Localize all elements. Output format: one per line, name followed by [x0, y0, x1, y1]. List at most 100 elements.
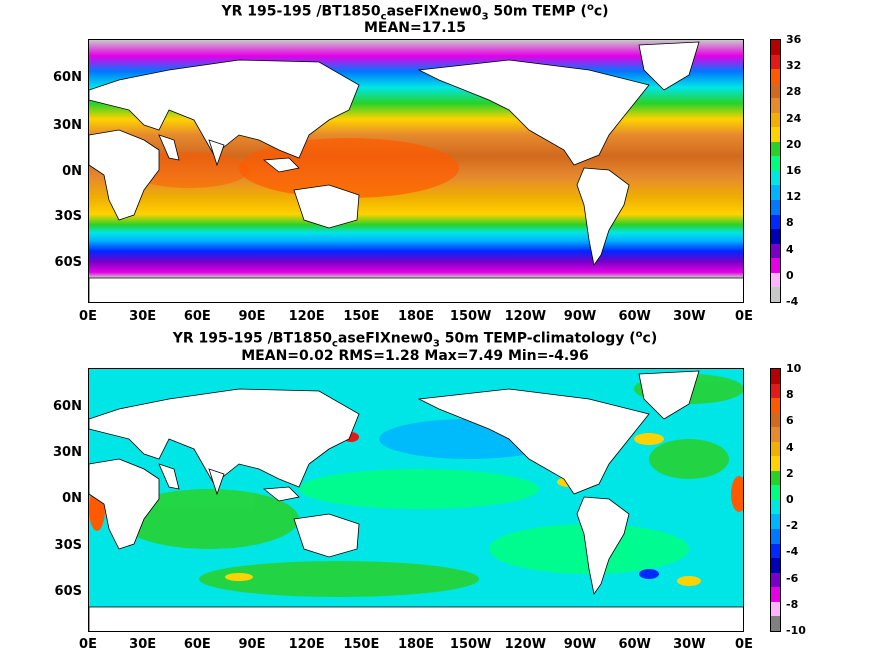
panel2-colorbar-swatch [771, 456, 780, 471]
panel2-xtick-11: 30W [673, 637, 706, 652]
panel2-colorbar-swatch [771, 369, 780, 384]
panel1-colorbar-swatch [771, 127, 780, 142]
panel2-map-graphic [89, 369, 743, 631]
panel1-colorbar-swatch [771, 170, 780, 186]
panel2-xtick-2: 60E [183, 637, 211, 652]
panel2-xtick-7: 150W [449, 637, 492, 652]
panel2-ytick-60N: 60N [53, 399, 82, 414]
panel1-stats: MEAN=17.15 [363, 20, 467, 36]
panel1-colorbar [770, 39, 781, 303]
panel2-colorbar-label-2: 6 [786, 414, 794, 428]
panel2-xtick-3: 90E [238, 637, 266, 652]
panel2-colorbar-swatch [771, 514, 780, 530]
panel1-colorbar-swatch [771, 141, 780, 157]
panel1-title: YR 195-195 /BT1850caseFIXnew03 50m TEMP … [221, 2, 609, 23]
panel1-ytick-30N: 30N [53, 118, 82, 133]
panel1-colorbar-swatch [771, 69, 780, 84]
panel1-ytick-60S: 60S [54, 255, 82, 270]
panel2-colorbar-swatch [771, 485, 780, 500]
panel2-colorbar-label-6: -2 [786, 519, 799, 533]
panel2-xtick-6: 180E [397, 637, 435, 652]
panel2-colorbar-swatch [771, 572, 780, 588]
panel1-colorbar-swatch [771, 214, 780, 230]
panel2-title: YR 195-195 /BT1850caseFIXnew03 50m TEMP-… [172, 329, 658, 350]
panel1-colorbar-label-10: -4 [786, 295, 799, 308]
panel1-xtick-10: 60W [618, 309, 651, 324]
panel2-colorbar-label-9: -8 [786, 597, 799, 611]
panel2-colorbar-swatch [771, 412, 780, 428]
panel1-colorbar-label-6: 12 [786, 190, 802, 204]
panel2-xtick-0: 0E [79, 637, 97, 652]
panel1-colorbar-label-2: 28 [786, 85, 802, 99]
panel1-xtick-11: 30W [673, 309, 706, 324]
panel2-ytick-0N: 0N [62, 491, 82, 506]
panel2-colorbar-swatch [771, 398, 780, 413]
panel2-colorbar-swatch [771, 383, 780, 399]
panel1-map [88, 39, 744, 303]
panel2-colorbar-swatch [771, 529, 780, 544]
panel1-xtick-8: 120W [504, 309, 547, 324]
panel1-colorbar-label-1: 32 [786, 59, 802, 73]
panel1-xtick-4: 120E [288, 309, 325, 324]
panel2-colorbar-swatch [771, 427, 780, 442]
panel2-ytick-30S: 30S [54, 538, 82, 553]
panel2-colorbar-swatch [771, 587, 780, 602]
panel2-colorbar-label-4: 2 [786, 466, 794, 480]
panel1-colorbar-label-4: 20 [786, 137, 802, 151]
panel2-colorbar-label-0: 10 [786, 362, 802, 375]
panel1-xtick-12: 0E [735, 309, 753, 324]
panel1-xtick-7: 150W [449, 309, 492, 324]
panel1-xtick-9: 90W [563, 309, 597, 324]
panel2-colorbar-swatch [771, 499, 780, 515]
panel1-colorbar-swatch [771, 287, 780, 302]
panel2-ytick-60S: 60S [54, 584, 82, 599]
panel2-xtick-12: 0E [735, 637, 753, 652]
panel2-ytick-30N: 30N [53, 445, 82, 460]
panel1-map-graphic [89, 40, 743, 302]
panel1-colorbar-swatch [771, 40, 780, 55]
panel2-map [88, 368, 744, 632]
panel2-xtick-4: 120E [288, 637, 325, 652]
panel2-xtick-5: 150E [343, 637, 380, 652]
panel1-colorbar-swatch [771, 272, 780, 288]
panel1-colorbar-label-0: 36 [786, 33, 802, 46]
panel2-colorbar-label-7: -4 [786, 545, 799, 559]
panel1-colorbar-swatch [771, 200, 780, 215]
panel2-stats: MEAN=0.02 RMS=1.28 Max=7.49 Min=-4.96 [241, 348, 589, 364]
panel1-land [89, 41, 743, 302]
panel1-xtick-0: 0E [79, 309, 97, 324]
panel1-colorbar-swatch [771, 185, 780, 201]
panel1-ytick-0N: 0N [62, 164, 82, 179]
panel2-colorbar-swatch [771, 616, 780, 631]
panel1-colorbar-swatch [771, 83, 780, 99]
panel1-colorbar-swatch [771, 98, 780, 113]
panel1-colorbar-swatch [771, 229, 780, 244]
panel2-xtick-10: 60W [618, 637, 651, 652]
panel2-colorbar-label-8: -6 [786, 571, 799, 585]
panel1-colorbar-label-7: 8 [786, 216, 794, 230]
panel1-ytick-60N: 60N [53, 70, 82, 85]
panel2-colorbar-label-1: 8 [786, 388, 794, 402]
panel1-xtick-2: 60E [183, 309, 211, 324]
panel1-colorbar-swatch [771, 54, 780, 70]
panel2-colorbar-swatch [771, 470, 780, 486]
panel1-ytick-30S: 30S [54, 209, 82, 224]
panel2-colorbar [770, 368, 781, 632]
panel2-colorbar-label-5: 0 [786, 493, 794, 506]
panel2-land [89, 370, 743, 631]
panel1-xtick-5: 150E [343, 309, 380, 324]
panel1-colorbar-swatch [771, 156, 780, 171]
panel1-colorbar-label-3: 24 [786, 111, 802, 125]
panel2-xtick-9: 90W [563, 637, 597, 652]
panel2-xtick-8: 120W [504, 637, 547, 652]
panel1-colorbar-swatch [771, 243, 780, 259]
panel1-xtick-3: 90E [238, 309, 266, 324]
panel2-colorbar-swatch [771, 601, 780, 617]
panel1-xtick-6: 180E [397, 309, 435, 324]
panel2-colorbar-label-3: 4 [786, 440, 794, 454]
panel1-colorbar-label-8: 4 [786, 242, 794, 256]
panel1-colorbar-label-5: 16 [786, 164, 802, 177]
panel2-colorbar-swatch [771, 441, 780, 457]
panel1-colorbar-label-9: 0 [786, 268, 794, 282]
panel1-colorbar-swatch [771, 112, 780, 128]
